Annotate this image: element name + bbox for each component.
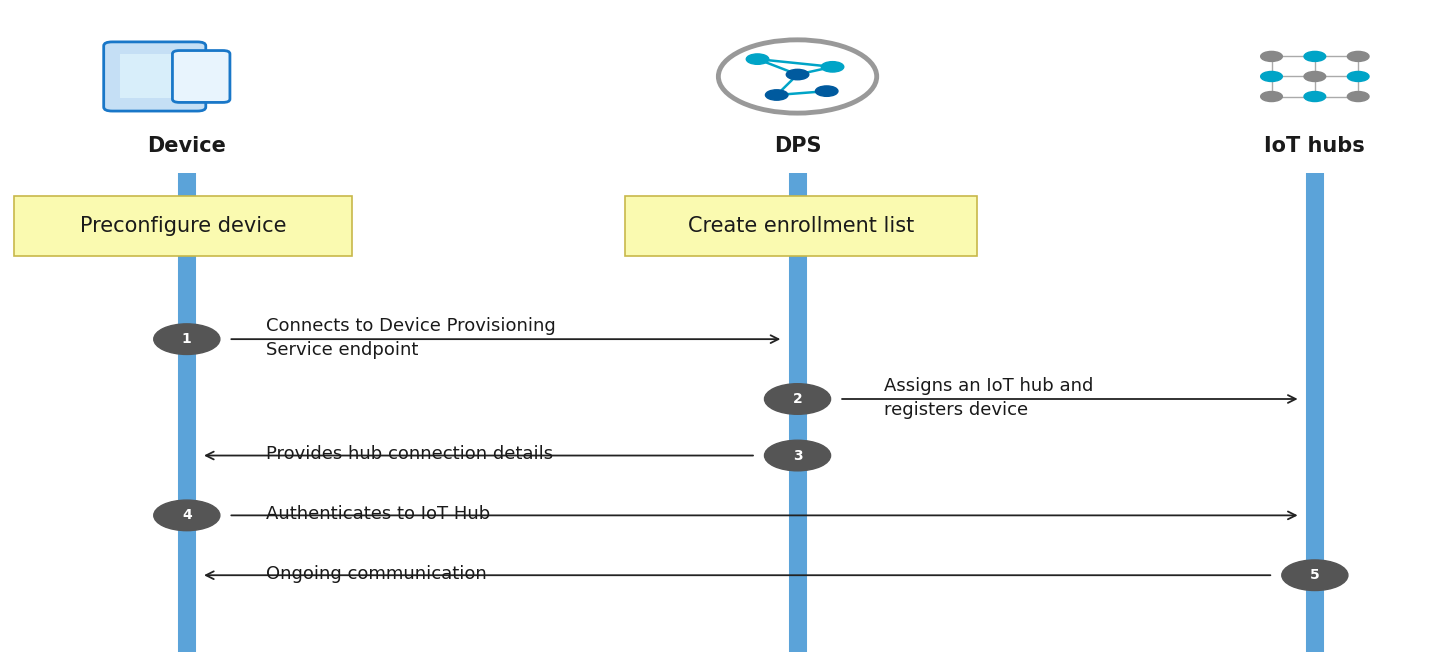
Circle shape [786, 69, 809, 80]
Text: Ongoing communication: Ongoing communication [266, 565, 487, 583]
Text: DPS: DPS [773, 136, 822, 156]
Circle shape [154, 324, 220, 354]
Text: Authenticates to IoT Hub: Authenticates to IoT Hub [266, 505, 490, 523]
Circle shape [1260, 71, 1282, 82]
Circle shape [1260, 92, 1282, 102]
Text: Device: Device [148, 136, 226, 156]
FancyBboxPatch shape [14, 196, 352, 256]
Text: 2: 2 [793, 392, 802, 406]
Circle shape [764, 384, 831, 414]
Text: IoT hubs: IoT hubs [1265, 136, 1365, 156]
Text: Connects to Device Provisioning
Service endpoint: Connects to Device Provisioning Service … [266, 317, 556, 359]
Circle shape [815, 86, 838, 96]
Text: 5: 5 [1311, 568, 1319, 583]
Text: Create enrollment list: Create enrollment list [688, 216, 914, 236]
Text: Assigns an IoT hub and
registers device: Assigns an IoT hub and registers device [884, 376, 1094, 419]
Circle shape [1260, 51, 1282, 61]
Circle shape [1348, 92, 1369, 102]
FancyBboxPatch shape [625, 196, 977, 256]
Circle shape [766, 90, 787, 100]
Circle shape [764, 440, 831, 471]
Text: 3: 3 [793, 448, 802, 463]
FancyBboxPatch shape [172, 51, 230, 102]
Text: 1: 1 [182, 332, 191, 346]
Text: 4: 4 [182, 508, 191, 523]
FancyBboxPatch shape [119, 55, 184, 98]
FancyBboxPatch shape [103, 42, 205, 111]
Text: Preconfigure device: Preconfigure device [80, 216, 286, 236]
Circle shape [1282, 560, 1348, 591]
Circle shape [1348, 51, 1369, 61]
Circle shape [1348, 71, 1369, 82]
Circle shape [154, 500, 220, 531]
Circle shape [822, 62, 844, 72]
Circle shape [1303, 51, 1326, 61]
Circle shape [746, 54, 769, 65]
Circle shape [1303, 71, 1326, 82]
Text: Provides hub connection details: Provides hub connection details [266, 445, 553, 464]
Circle shape [1303, 92, 1326, 102]
